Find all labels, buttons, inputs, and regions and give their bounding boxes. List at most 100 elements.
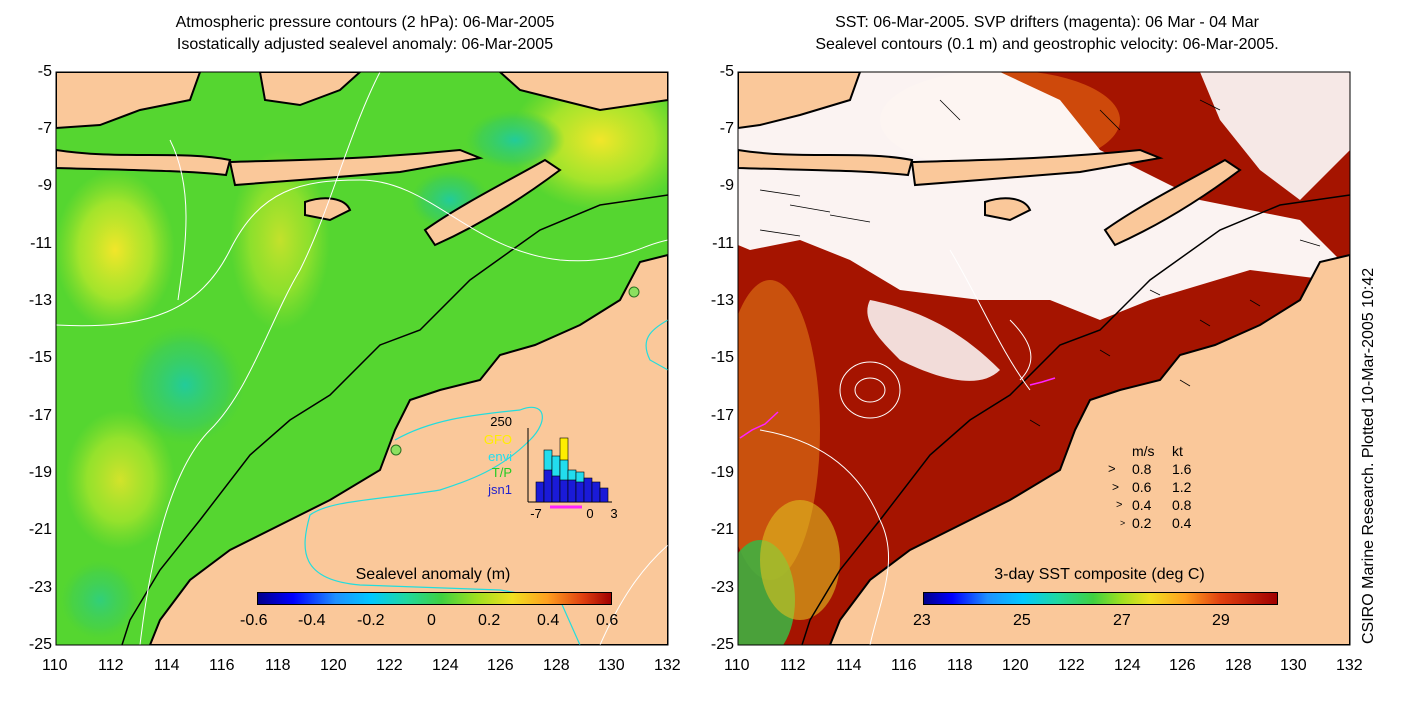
right-colorbar-ticks: 23 25 27 29 — [900, 612, 1300, 634]
left-xtick: 130 — [598, 657, 625, 674]
left-ytick: -7 — [37, 120, 52, 137]
right-xtick: 126 — [1169, 657, 1196, 674]
left-ytick: -17 — [28, 407, 52, 424]
inset-bars — [535, 437, 609, 509]
right-ytick: -13 — [710, 292, 734, 309]
left-xtick: 122 — [376, 657, 403, 674]
inset-histogram: 250 GFO envi T/P jsn1 -7 0 3 — [484, 414, 618, 521]
lcb-tick-5: 0.4 — [537, 612, 560, 629]
inset-legend-jsn1: jsn1 — [487, 482, 512, 497]
left-ytick: -23 — [28, 579, 52, 596]
right-map-field — [738, 72, 1350, 645]
velocity-legend-ms-0: 0.8 — [1132, 461, 1152, 477]
left-title-line2: Isostatically adjusted sealevel anomaly:… — [176, 36, 554, 53]
lcb-tick-4: 0.2 — [478, 612, 501, 629]
right-ytick: -23 — [710, 579, 734, 596]
inset-xtick-zero: 0 — [586, 506, 593, 521]
rcb-tick-1: 25 — [1013, 612, 1031, 629]
right-ytick: -15 — [710, 349, 734, 366]
left-xtick: 118 — [265, 657, 291, 674]
left-colorbar — [257, 592, 612, 605]
inset-legend-gfo: GFO — [484, 432, 512, 447]
left-ytick: -5 — [37, 63, 52, 80]
left-title: Atmospheric pressure contours (2 hPa): 0… — [60, 12, 670, 56]
right-ytick: -17 — [710, 407, 734, 424]
velocity-legend-kt-header: kt — [1172, 443, 1183, 459]
left-ytick: -25 — [28, 636, 52, 653]
right-ytick: -25 — [710, 636, 734, 653]
left-ytick: -19 — [28, 464, 52, 481]
right-ytick: -9 — [719, 177, 734, 194]
right-xtick: 114 — [836, 657, 862, 674]
right-xtick: 116 — [891, 657, 917, 674]
right-xtick: 128 — [1225, 657, 1252, 674]
left-xtick: 132 — [654, 657, 681, 674]
left-xtick: 114 — [154, 657, 180, 674]
left-xtick: 126 — [487, 657, 514, 674]
right-colorbar-title: 3-day SST composite (deg C) — [994, 566, 1205, 583]
velocity-vectors — [759, 99, 1321, 427]
right-ytick: -19 — [710, 464, 734, 481]
lcb-tick-6: 0.6 — [596, 612, 619, 629]
inset-xtick-min: -7 — [530, 506, 542, 521]
right-colorbar — [923, 592, 1278, 605]
right-y-axis: -5 -7 -9 -11 -13 -15 -17 -19 -21 -23 -25 — [682, 0, 734, 709]
lcb-tick-2: -0.2 — [357, 612, 385, 629]
inset-xtick-max: 3 — [610, 506, 617, 521]
rcb-tick-3: 29 — [1212, 612, 1230, 629]
velocity-legend-ms-3: 0.2 — [1132, 515, 1152, 531]
inset-ymax-label: 250 — [490, 414, 512, 429]
velocity-legend-kt-1: 1.2 — [1172, 479, 1192, 495]
left-map-field — [56, 72, 668, 645]
velocity-legend-kt-3: 0.4 — [1172, 515, 1192, 531]
side-credit-label: CSIRO Marine Research. Plotted 10-Mar-20… — [1360, 267, 1377, 644]
right-title-line2: Sealevel contours (0.1 m) and geostrophi… — [815, 36, 1279, 53]
velocity-legend-kt-2: 0.8 — [1172, 497, 1192, 513]
left-xtick: 128 — [543, 657, 570, 674]
velocity-legend-ms-1: 0.6 — [1132, 479, 1152, 495]
right-xtick: 130 — [1280, 657, 1307, 674]
left-xtick: 124 — [432, 657, 459, 674]
right-xtick: 132 — [1336, 657, 1363, 674]
left-ytick: -15 — [28, 349, 52, 366]
right-xtick: 112 — [780, 657, 806, 674]
velocity-legend-ms-header: m/s — [1132, 443, 1155, 459]
left-ytick: -9 — [37, 177, 52, 194]
rcb-tick-0: 23 — [913, 612, 931, 629]
right-title-line1: SST: 06-Mar-2005. SVP drifters (magenta)… — [835, 14, 1259, 31]
inset-legend-tp: T/P — [492, 465, 512, 480]
left-xtick: 110 — [42, 657, 68, 674]
left-title-line1: Atmospheric pressure contours (2 hPa): 0… — [175, 14, 555, 31]
left-xtick: 120 — [320, 657, 347, 674]
right-ytick: -7 — [719, 120, 734, 137]
right-ytick: -11 — [712, 235, 734, 252]
right-x-axis: 110 112 114 116 118 120 122 124 126 128 … — [0, 657, 1418, 681]
left-ytick: -13 — [28, 292, 52, 309]
velocity-legend-ms-2: 0.4 — [1132, 497, 1152, 513]
left-ytick: -11 — [30, 235, 52, 252]
velocity-arrow-icon: > — [1120, 518, 1126, 528]
left-xtick: 116 — [209, 657, 235, 674]
right-xtick: 124 — [1114, 657, 1141, 674]
left-colorbar-title: Sealevel anomaly (m) — [355, 566, 511, 583]
velocity-arrow-icon: > — [1112, 480, 1120, 494]
velocity-arrow-icon: > — [1108, 461, 1116, 476]
velocity-legend: m/s kt > 0.8 1.6 > 0.6 1.2 > 0.4 0.8 > 0… — [1108, 442, 1218, 532]
lcb-tick-0: -0.6 — [240, 612, 268, 629]
lcb-tick-3: 0 — [427, 612, 436, 629]
left-map — [55, 71, 669, 646]
left-xtick: 112 — [98, 657, 124, 674]
rcb-tick-2: 27 — [1113, 612, 1131, 629]
right-xtick: 120 — [1002, 657, 1029, 674]
right-xtick: 110 — [724, 657, 750, 674]
left-ytick: -21 — [28, 521, 52, 538]
left-colorbar-ticks: -0.6 -0.4 -0.2 0 0.2 0.4 0.6 — [230, 612, 640, 634]
right-xtick: 122 — [1058, 657, 1085, 674]
right-ytick: -21 — [710, 521, 734, 538]
velocity-legend-kt-0: 1.6 — [1172, 461, 1192, 477]
right-xtick: 118 — [947, 657, 973, 674]
lcb-tick-1: -0.4 — [298, 612, 326, 629]
left-y-axis: -5 -7 -9 -11 -13 -15 -17 -19 -21 -23 -25 — [0, 0, 52, 709]
right-title: SST: 06-Mar-2005. SVP drifters (magenta)… — [742, 12, 1352, 56]
